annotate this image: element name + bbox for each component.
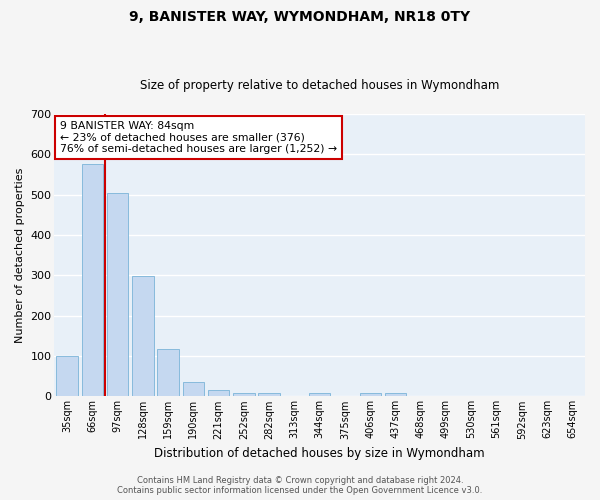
Bar [157, 349, 179, 397]
Bar [208, 390, 229, 396]
Bar [107, 192, 128, 396]
Bar [309, 393, 331, 396]
Y-axis label: Number of detached properties: Number of detached properties [15, 168, 25, 343]
Bar [259, 393, 280, 396]
Bar [132, 276, 154, 396]
Bar [56, 356, 78, 397]
Title: Size of property relative to detached houses in Wymondham: Size of property relative to detached ho… [140, 79, 499, 92]
Bar [233, 393, 254, 396]
Bar [82, 164, 103, 396]
Bar [359, 393, 381, 396]
Text: 9 BANISTER WAY: 84sqm
← 23% of detached houses are smaller (376)
76% of semi-det: 9 BANISTER WAY: 84sqm ← 23% of detached … [60, 121, 337, 154]
Text: Contains HM Land Registry data © Crown copyright and database right 2024.
Contai: Contains HM Land Registry data © Crown c… [118, 476, 482, 495]
Bar [385, 393, 406, 396]
X-axis label: Distribution of detached houses by size in Wymondham: Distribution of detached houses by size … [154, 447, 485, 460]
Text: 9, BANISTER WAY, WYMONDHAM, NR18 0TY: 9, BANISTER WAY, WYMONDHAM, NR18 0TY [130, 10, 470, 24]
Bar [182, 382, 204, 396]
